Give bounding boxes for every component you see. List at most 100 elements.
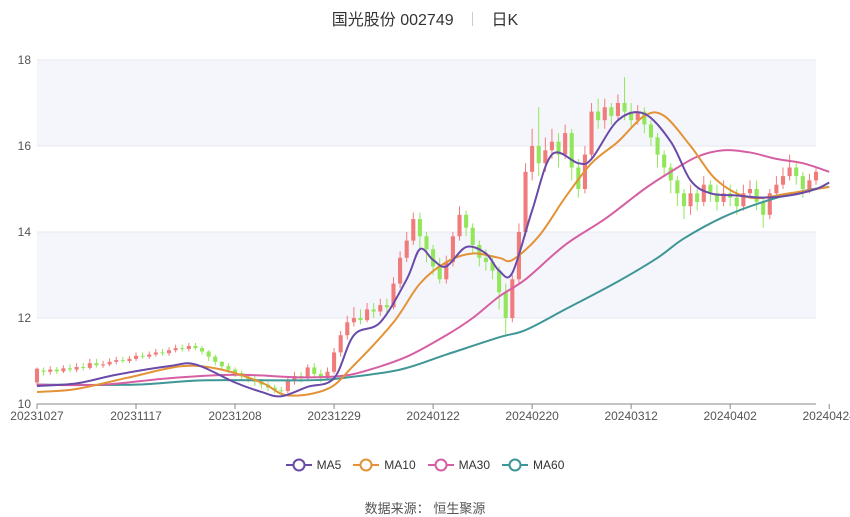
candle-body [609, 107, 614, 116]
candle [569, 128, 574, 181]
candle-body [523, 171, 528, 232]
candle-body [794, 167, 799, 177]
candle [675, 176, 680, 207]
candle [285, 376, 290, 394]
candle [41, 367, 46, 376]
candle-body [457, 214, 462, 237]
ma5-line [36, 111, 830, 398]
candle-body [642, 111, 647, 125]
candle-body [358, 318, 363, 321]
legend-item-ma60[interactable]: MA60 [502, 458, 564, 472]
candle [206, 350, 211, 361]
candle [510, 275, 515, 323]
candle-body [754, 189, 759, 202]
candle [589, 103, 594, 159]
candle [708, 180, 713, 202]
candle [780, 167, 786, 189]
candle-body [767, 193, 772, 215]
candle-body [384, 305, 389, 308]
candle [193, 342, 198, 351]
x-tick-label: 20231229 [307, 409, 361, 423]
candle-body [437, 266, 442, 280]
x-tick-label: 20231117 [110, 409, 162, 423]
candle [602, 98, 607, 129]
candle [615, 94, 620, 121]
x-tick-label: 20240122 [406, 409, 460, 423]
candle [714, 184, 720, 211]
candle [219, 361, 224, 370]
source-label: 数据来源： [364, 501, 430, 516]
candle [767, 189, 772, 220]
candle-body [213, 356, 218, 362]
candle [345, 315, 350, 340]
candle [774, 176, 779, 198]
candle-body [391, 283, 396, 308]
candle-body [662, 154, 667, 168]
candle-body [332, 352, 337, 372]
candle [629, 103, 634, 129]
candle-body [87, 363, 92, 368]
candle-body [114, 360, 119, 362]
candle [794, 163, 799, 185]
candle-body [549, 141, 554, 151]
candle [107, 358, 112, 367]
candle-body [233, 369, 238, 374]
candle-body [477, 244, 482, 258]
candle [695, 189, 700, 211]
candle-body [596, 111, 601, 121]
ma30-line [36, 149, 830, 387]
candle [67, 364, 73, 373]
data-source: 数据来源： 恒生聚源 [0, 498, 850, 517]
candle [153, 348, 158, 357]
candle-body [173, 348, 178, 351]
legend-label: MA60 [533, 458, 565, 472]
y-tick-label: 14 [18, 225, 32, 239]
stock-name: 国光股份 [331, 12, 396, 29]
title-separator [472, 12, 474, 26]
candle [292, 371, 297, 385]
legend-item-ma5[interactable]: MA5 [285, 458, 341, 472]
candle-body [94, 363, 99, 366]
candle-body [813, 171, 819, 181]
x-tick-label: 20240220 [505, 409, 559, 423]
candle [497, 266, 502, 310]
candle-body [556, 141, 561, 155]
candle-body [100, 364, 106, 366]
candle [384, 298, 389, 314]
candle [787, 154, 792, 181]
candle [404, 232, 409, 263]
candle [609, 103, 614, 125]
candle [358, 309, 363, 325]
legend-item-ma30[interactable]: MA30 [427, 458, 490, 472]
candle [648, 120, 654, 146]
candle-body [450, 236, 455, 263]
candle-body [305, 367, 310, 379]
candle [747, 180, 753, 198]
candle [754, 180, 759, 211]
candle-body [279, 390, 284, 392]
legend: MA5 MA10 MA30 MA60 [0, 458, 850, 475]
candle-body [411, 219, 416, 241]
candle [536, 107, 541, 177]
y-tick-label: 16 [18, 139, 32, 153]
candle-body [371, 309, 376, 312]
candle-body [695, 193, 700, 202]
candle-body [668, 167, 673, 181]
candle-body [543, 150, 548, 164]
ma60-line [36, 185, 830, 386]
candle [688, 184, 693, 215]
candle [133, 352, 139, 361]
candle [140, 352, 145, 359]
candle-body [655, 137, 660, 155]
candle [81, 363, 86, 371]
candle-body [417, 219, 422, 237]
legend-item-ma10[interactable]: MA10 [353, 458, 416, 472]
candle-body [503, 292, 508, 318]
legend-marker-icon [353, 458, 380, 472]
candle-body [774, 184, 779, 194]
candle-body [714, 193, 720, 202]
candle-body [180, 348, 185, 350]
candle [668, 163, 673, 194]
grid-band [37, 60, 816, 146]
